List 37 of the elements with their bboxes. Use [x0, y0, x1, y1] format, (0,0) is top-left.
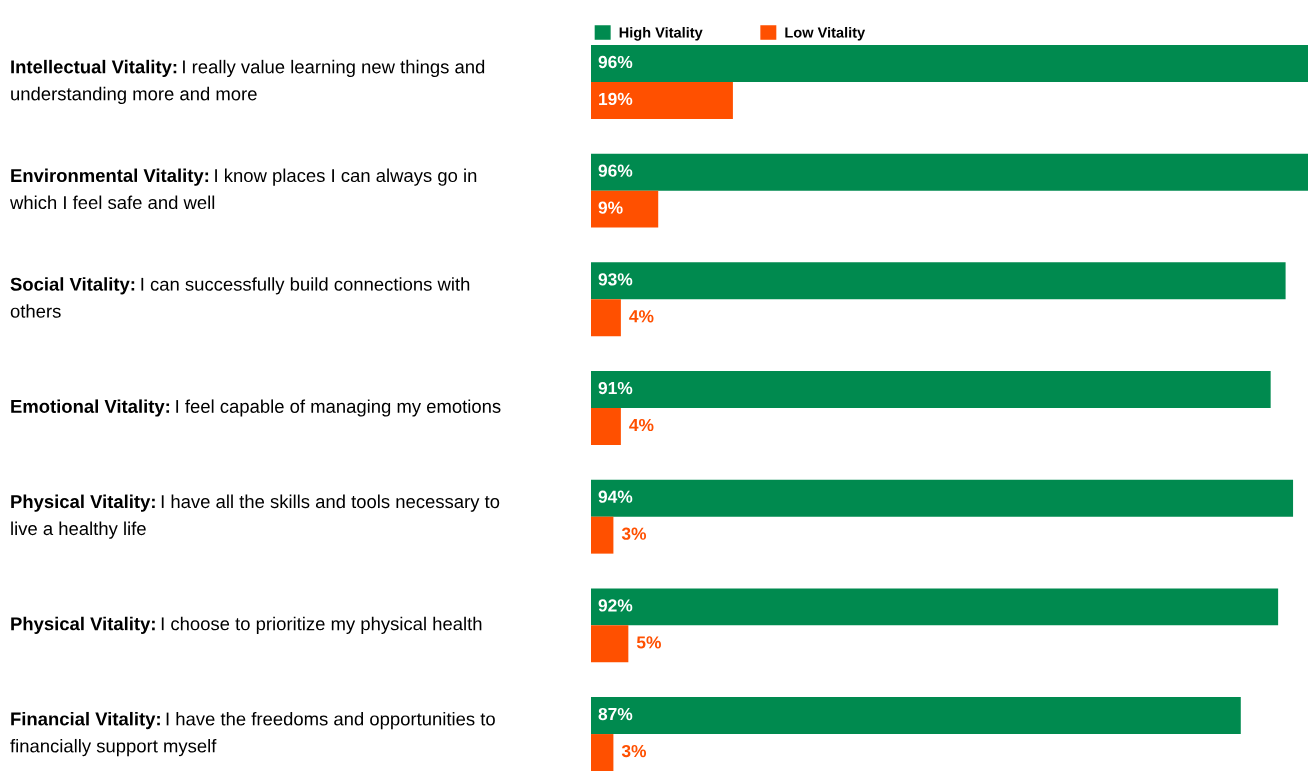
bar — [591, 81, 733, 119]
bar — [591, 45, 1308, 82]
data-label: 92% — [598, 599, 633, 612]
bar — [591, 190, 659, 228]
bar — [591, 153, 1308, 191]
data-label: 3% — [621, 744, 647, 758]
data-label: 4% — [629, 310, 654, 323]
bar — [591, 734, 614, 771]
bar — [591, 371, 1271, 408]
bar — [591, 516, 614, 554]
bar — [591, 625, 629, 663]
category-label: Social Vitality: I can successfully build connections with others — [10, 277, 470, 318]
data-label: 5% — [636, 636, 661, 649]
bar — [591, 262, 1286, 300]
bar — [591, 697, 1241, 735]
data-label: 93% — [598, 273, 633, 286]
y-tick-label: Environmental Vitality: I know places I can always go in which I feel safe and well — [9, 168, 477, 210]
data-label: 19% — [599, 92, 633, 106]
data-label: 9% — [598, 201, 623, 214]
legend-label: Low Vitality — [785, 26, 866, 41]
data-label: 3% — [621, 527, 647, 540]
data-label: 4% — [629, 418, 654, 432]
bar — [591, 299, 621, 337]
y-tick-label: Physical Vitality: I have all the skills and tools necessary to live a healthy life — [11, 494, 500, 539]
y-tick-label: Physical Vitality: I choose to prioritize my physical health — [11, 616, 482, 634]
data-label: 87% — [598, 707, 633, 721]
legend-label: High Vitality — [619, 26, 703, 41]
data-label: 96% — [598, 164, 633, 177]
data-label: 91% — [598, 381, 633, 395]
bar — [591, 588, 1279, 626]
data-label: 94% — [598, 490, 633, 503]
y-tick-label: Financial Vitality: I have the freedoms and opportunities to financially support myself — [10, 711, 495, 757]
data-label: 96% — [598, 55, 633, 69]
y-tick-label: Emotional Vitality: I feel capable of managing my emotions — [11, 399, 501, 417]
y-tick-label: Intellectual Vitality: I really value learning new things and understanding more and more — [11, 59, 485, 105]
bar — [591, 479, 1294, 517]
bar — [591, 408, 621, 445]
